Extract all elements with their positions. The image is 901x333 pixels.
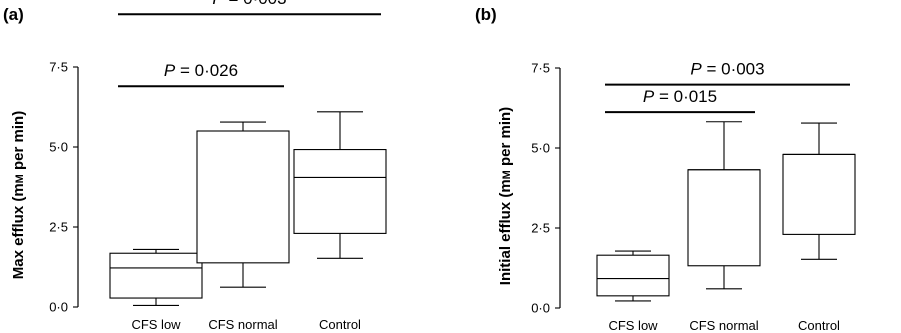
iqr-box (196, 130, 290, 264)
y-tick-label: 0·0 (531, 301, 550, 316)
y-tick-label: 0·0 (49, 300, 68, 315)
y-tick-label: 2·5 (49, 220, 68, 235)
x-category-label: CFS low (131, 317, 181, 332)
p-value-number: = 0·026 (175, 61, 238, 80)
box-control (782, 122, 856, 260)
y-axis-label-rest: per min) (497, 107, 514, 170)
p-value-number: = 0·003 (224, 0, 287, 8)
iqr-box (782, 153, 856, 235)
y-axis-label-unit: M (501, 170, 513, 179)
x-category-label: Control (798, 318, 840, 333)
p-value-symbol: P (643, 87, 655, 106)
box-cfs-low (596, 250, 670, 302)
box-cfs-normal (687, 121, 761, 290)
panel-label: (b) (475, 5, 497, 24)
y-axis-label: Initial efflux (mM per min) (497, 107, 514, 285)
x-category-label: CFS low (608, 318, 658, 333)
chart-panel-a: (a) 0·0 2·5 5·0 7·5 Max efflux (mM per min) CF… (3, 0, 387, 332)
p-value-label: P = 0·015 (643, 87, 717, 106)
y-tick-label: 7·5 (531, 61, 550, 76)
p-value-symbol: P (164, 61, 176, 80)
iqr-box (293, 149, 387, 234)
y-tick-label: 5·0 (49, 140, 68, 155)
p-value-number: = 0·003 (702, 60, 765, 79)
panel-label: (a) (3, 5, 24, 24)
y-tick-label: 2·5 (531, 221, 550, 236)
p-value-label: P = 0·026 (164, 61, 238, 80)
x-category-label: CFS normal (208, 317, 277, 332)
box-control (293, 111, 387, 259)
box-cfs-normal (196, 121, 290, 288)
y-axis-label-unit: M (14, 174, 26, 183)
y-axis-label: Max efflux (mM per min) (10, 111, 27, 279)
p-value-label: P = 0·003 (212, 0, 286, 8)
y-axis-label-rest: per min) (10, 111, 27, 174)
y-axis-label-main: Max efflux (m (10, 183, 27, 279)
y-tick-label: 5·0 (531, 141, 550, 156)
iqr-box (596, 254, 670, 297)
iqr-box (109, 252, 203, 299)
y-axis-label-main: Initial efflux (m (497, 179, 514, 285)
iqr-box (687, 169, 761, 267)
box-cfs-low (109, 248, 203, 306)
p-value-number: = 0·015 (654, 87, 717, 106)
p-value-symbol: P (690, 60, 702, 79)
x-category-label: Control (319, 317, 361, 332)
p-value-symbol: P (212, 0, 224, 8)
chart-panel-b: (b) 0·0 2·5 5·0 7·5 Initial efflux (mM per mi… (475, 5, 856, 333)
p-value-label: P = 0·003 (690, 60, 764, 79)
x-category-label: CFS normal (689, 318, 758, 333)
y-tick-label: 7·5 (49, 60, 68, 75)
